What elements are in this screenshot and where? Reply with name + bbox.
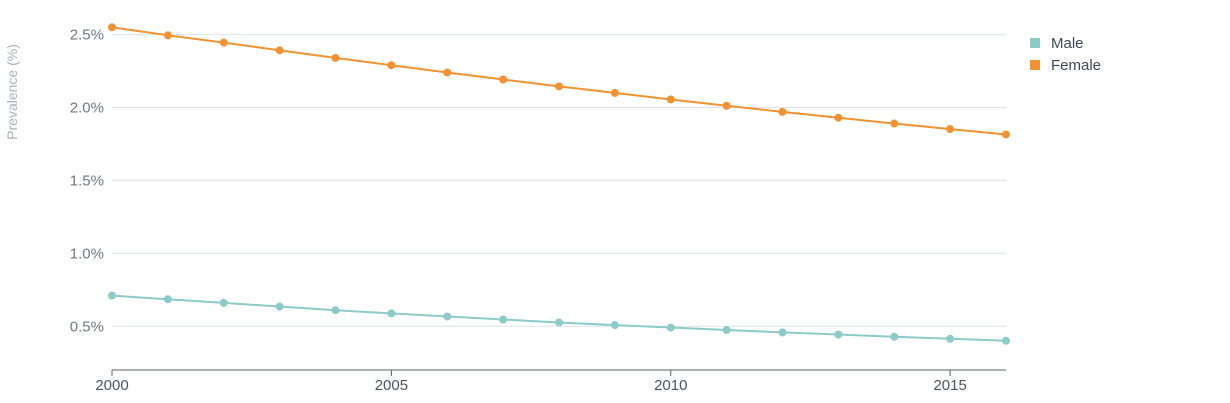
- data-point-male[interactable]: [387, 309, 396, 318]
- x-tick-label: 2005: [375, 377, 408, 394]
- y-tick-label: 2.0%: [70, 100, 104, 117]
- y-axis-title: Prevalence (%): [4, 44, 20, 140]
- data-point-female[interactable]: [890, 119, 899, 128]
- legend-swatch: [1030, 60, 1040, 70]
- data-point-female[interactable]: [499, 75, 508, 84]
- data-point-female[interactable]: [163, 31, 172, 40]
- data-point-male[interactable]: [499, 315, 508, 324]
- data-point-female[interactable]: [219, 38, 228, 47]
- data-point-male[interactable]: [610, 321, 619, 330]
- data-point-male[interactable]: [331, 306, 340, 315]
- data-point-female[interactable]: [555, 82, 563, 91]
- grid-lines: [112, 34, 1006, 327]
- data-point-female[interactable]: [275, 46, 284, 55]
- series-male: [108, 291, 1010, 345]
- legend-item-male[interactable]: Male: [1030, 35, 1084, 52]
- y-tick-label: 2.5%: [70, 27, 104, 44]
- series-layer: [108, 23, 1010, 345]
- data-point-male[interactable]: [219, 298, 228, 307]
- data-point-female[interactable]: [387, 61, 396, 70]
- data-point-female[interactable]: [610, 88, 619, 97]
- data-point-male[interactable]: [555, 318, 563, 327]
- data-point-female[interactable]: [722, 101, 731, 110]
- data-point-female[interactable]: [666, 95, 675, 104]
- data-point-female[interactable]: [108, 23, 116, 32]
- data-point-female[interactable]: [1002, 130, 1010, 139]
- x-tick-label: 2015: [933, 377, 966, 394]
- legend-swatch: [1030, 38, 1040, 48]
- data-point-male[interactable]: [163, 295, 172, 304]
- data-point-male[interactable]: [834, 330, 843, 339]
- data-point-male[interactable]: [946, 334, 955, 343]
- data-point-male[interactable]: [1002, 336, 1010, 345]
- data-point-female[interactable]: [331, 53, 340, 62]
- legend-item-female[interactable]: Female: [1030, 57, 1101, 74]
- x-tick-label: 2010: [654, 377, 687, 394]
- data-point-female[interactable]: [778, 107, 787, 116]
- data-point-male[interactable]: [108, 291, 116, 300]
- data-point-male[interactable]: [666, 323, 675, 332]
- legend-label: Female: [1051, 57, 1101, 74]
- legend-label: Male: [1051, 35, 1084, 52]
- data-point-male[interactable]: [778, 328, 787, 337]
- data-point-male[interactable]: [722, 326, 731, 335]
- legend: Male Female: [1030, 35, 1101, 74]
- data-point-female[interactable]: [946, 125, 955, 134]
- series-line-female: [111, 26, 1007, 136]
- data-point-female[interactable]: [834, 113, 843, 122]
- y-axis: 0.5% 1.0% 1.5% 2.0% 2.5%: [70, 27, 104, 336]
- x-axis: 2000 2005 2010 2015: [95, 370, 967, 394]
- x-tick-label: 2000: [95, 377, 128, 394]
- y-tick-label: 0.5%: [70, 318, 104, 335]
- data-point-male[interactable]: [890, 332, 899, 341]
- data-point-male[interactable]: [275, 302, 284, 311]
- y-tick-label: 1.0%: [70, 245, 104, 262]
- data-point-male[interactable]: [443, 312, 452, 321]
- y-tick-label: 1.5%: [70, 172, 104, 189]
- data-point-female[interactable]: [443, 68, 452, 77]
- series-line-male: [111, 294, 1007, 342]
- series-female: [108, 23, 1010, 139]
